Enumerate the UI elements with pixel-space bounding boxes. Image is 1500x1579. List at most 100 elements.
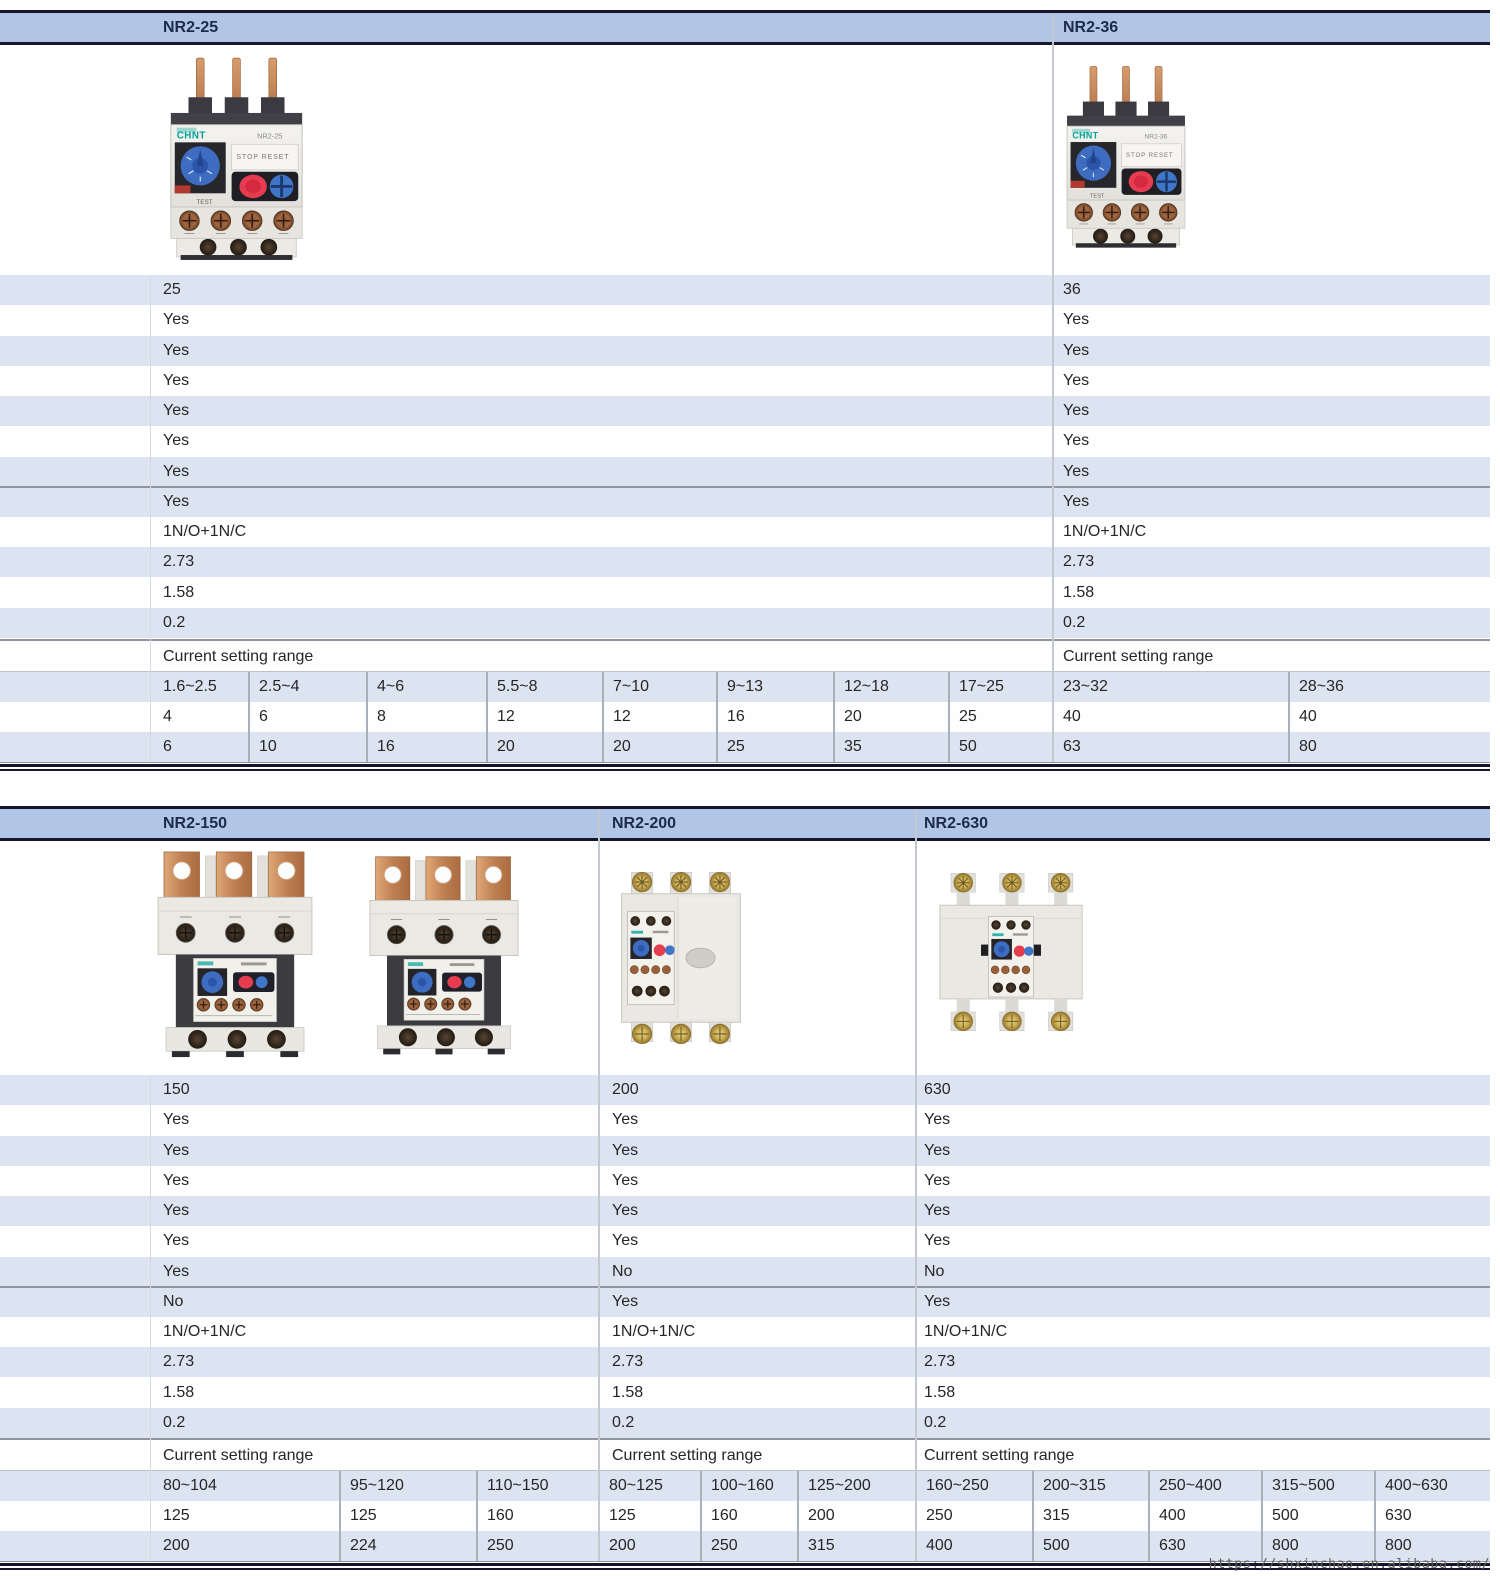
- spec-cell: 200: [612, 1081, 639, 1098]
- value-cell: 40: [1299, 708, 1317, 725]
- value-cell: 8: [377, 708, 386, 725]
- csr-row-band: [0, 1440, 1490, 1471]
- csr-label: Current setting range: [924, 1447, 1075, 1464]
- value-cell: 200: [808, 1507, 835, 1524]
- spec-cell: 2.73: [924, 1353, 956, 1370]
- value-cell: 250: [926, 1507, 953, 1524]
- cell-divider: [366, 672, 368, 762]
- value-cell: 200: [609, 1537, 636, 1554]
- value-cell: 160: [711, 1507, 738, 1524]
- spec-cell: 25: [163, 281, 181, 298]
- range-cell: 2.5~4: [259, 678, 300, 695]
- value-cell: 800: [1385, 1537, 1412, 1554]
- spec-cell: 1.58: [924, 1384, 956, 1401]
- table-bottom-rule: [0, 1563, 1490, 1566]
- spec-cell: Yes: [924, 1293, 951, 1310]
- cell-divider: [1374, 1471, 1376, 1561]
- model-header: NR2-36: [1063, 19, 1119, 36]
- value-cell: 16: [727, 708, 745, 725]
- spec-cell: Yes: [163, 372, 190, 389]
- value-cell: 315: [808, 1537, 835, 1554]
- spec-cell: 2.73: [163, 553, 195, 570]
- nr2-36-product-photo: CHNT NR2-36 STOP RESET TEST: [1060, 58, 1192, 256]
- value-cell: 125: [350, 1507, 377, 1524]
- photo-stop-reset-label: STOP RESET: [1126, 152, 1174, 159]
- range-cell: 7~10: [613, 678, 650, 695]
- range-cell: 125~200: [808, 1477, 871, 1494]
- spec-row-band: [0, 1257, 1490, 1287]
- value-cell: 400: [926, 1537, 953, 1554]
- value-cell: 4: [163, 708, 172, 725]
- spec-row-band: [0, 336, 1490, 366]
- nr2-25-product-photo: CHNT NR2-25 STOP RESET TEST: [163, 56, 310, 262]
- table-header-band: [0, 13, 1490, 42]
- table-bottom-hairline: [0, 1561, 1490, 1562]
- spec-cell: 0.2: [163, 1414, 186, 1431]
- spec-cell: 0.2: [163, 614, 186, 631]
- header-bottom-rule: [0, 42, 1490, 45]
- value-cell: 50: [959, 738, 977, 755]
- range-cell: 4~6: [377, 678, 405, 695]
- spec-cell: Yes: [1063, 311, 1090, 328]
- spec-cell: 630: [924, 1081, 951, 1098]
- spec-row-band: [0, 1196, 1490, 1226]
- value-cell: 500: [1272, 1507, 1299, 1524]
- spec-cell: Yes: [163, 402, 190, 419]
- range-cell: 80~104: [163, 1477, 217, 1494]
- spec-cell: Yes: [924, 1202, 951, 1219]
- spec-cell: Yes: [924, 1172, 951, 1189]
- section-divider: [915, 809, 917, 1561]
- value-cell: 10: [259, 738, 277, 755]
- spec-cell: 2.73: [163, 1353, 195, 1370]
- value-cell: 630: [1385, 1507, 1412, 1524]
- range-cell: 1.6~2.5: [163, 678, 217, 695]
- spec-row-band: [0, 305, 1490, 335]
- subtable-top-line: [0, 671, 1490, 672]
- spec-cell: Yes: [924, 1142, 951, 1159]
- spec-cell: Yes: [612, 1142, 639, 1159]
- spec-cell: 1.58: [1063, 584, 1095, 601]
- spec-cell: Yes: [1063, 493, 1090, 510]
- spec-cell: 1.58: [163, 584, 195, 601]
- value-cell: 125: [609, 1507, 636, 1524]
- spec-cell: Yes: [612, 1172, 639, 1189]
- spec-cell: Yes: [612, 1111, 639, 1128]
- label-column-divider: [150, 1075, 151, 1561]
- spec-cell: Yes: [163, 1142, 190, 1159]
- csr-label: Current setting range: [163, 1447, 314, 1464]
- value-cell: 40: [1063, 708, 1081, 725]
- cell-divider: [1261, 1471, 1263, 1561]
- photo-brand-label: CHNT: [177, 130, 206, 141]
- spec-cell: Yes: [163, 1232, 190, 1249]
- spec-cell: 2.73: [1063, 553, 1095, 570]
- spec-row-band: [0, 396, 1490, 426]
- cell-divider: [602, 672, 604, 762]
- row-separator: [0, 486, 1490, 488]
- section-divider: [1052, 13, 1054, 762]
- nr2-150-product-photo-left: [156, 850, 314, 1062]
- table-bottom-hairline: [0, 762, 1490, 763]
- row-separator: [0, 1438, 1490, 1440]
- spec-row-band: [0, 1408, 1490, 1438]
- spec-row-band: [0, 457, 1490, 487]
- model-header: NR2-200: [612, 815, 677, 832]
- subtable-row-band: [0, 1501, 1490, 1531]
- spec-cell: Yes: [1063, 402, 1090, 419]
- cell-divider: [833, 672, 835, 762]
- spec-row-band: [0, 1075, 1490, 1105]
- range-cell: 17~25: [959, 678, 1004, 695]
- cell-divider: [248, 672, 250, 762]
- range-cell: 200~315: [1043, 1477, 1106, 1494]
- spec-row-band: [0, 547, 1490, 577]
- table-top-rule: [0, 806, 1490, 809]
- spec-cell: Yes: [1063, 463, 1090, 480]
- spec-cell: 1N/O+1N/C: [1063, 523, 1147, 540]
- value-cell: 500: [1043, 1537, 1070, 1554]
- range-cell: 315~500: [1272, 1477, 1335, 1494]
- spec-cell: 1N/O+1N/C: [612, 1323, 696, 1340]
- value-cell: 80: [1299, 738, 1317, 755]
- model-header: NR2-150: [163, 815, 228, 832]
- spec-row-band: [0, 275, 1490, 305]
- table-bottom-rule-2: [0, 769, 1490, 771]
- range-cell: 250~400: [1159, 1477, 1222, 1494]
